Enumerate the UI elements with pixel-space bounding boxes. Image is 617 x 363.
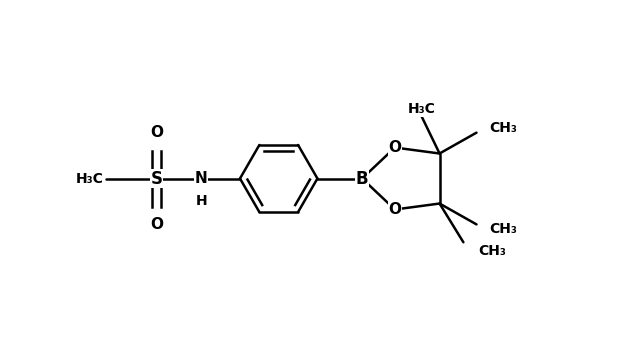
Text: CH₃: CH₃ [478,244,506,258]
Text: H₃C: H₃C [408,102,436,117]
Text: O: O [388,140,402,155]
Text: CH₃: CH₃ [490,222,518,236]
Text: H: H [196,194,207,208]
Text: O: O [150,125,163,140]
Text: B: B [356,170,368,188]
Text: CH₃: CH₃ [490,121,518,135]
Text: H₃C: H₃C [75,172,103,185]
Text: O: O [388,202,402,217]
Text: N: N [195,171,208,186]
Text: S: S [151,170,163,188]
Text: O: O [150,217,163,232]
